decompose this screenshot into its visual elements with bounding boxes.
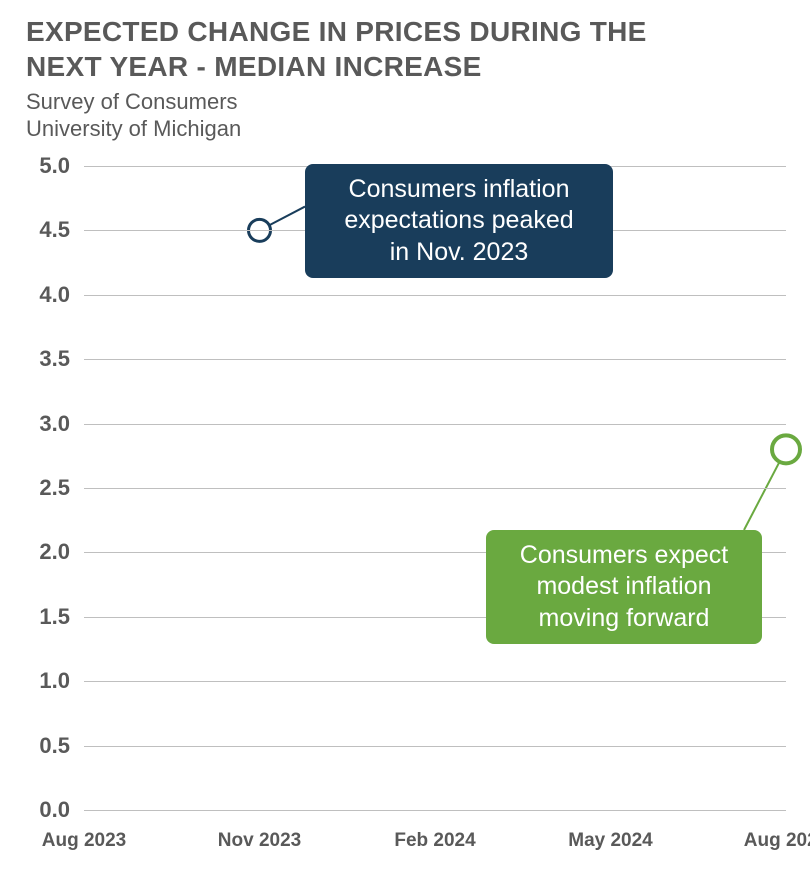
marker-latest <box>772 435 800 463</box>
gridline <box>84 424 786 425</box>
y-tick-label: 4.0 <box>39 282 70 308</box>
y-tick-label: 5.0 <box>39 153 70 179</box>
gridline <box>84 810 786 811</box>
gridline <box>84 359 786 360</box>
gridline <box>84 295 786 296</box>
gridline <box>84 681 786 682</box>
y-tick-label: 2.5 <box>39 475 70 501</box>
gridline <box>84 746 786 747</box>
x-tick-label: Nov 2023 <box>218 830 301 852</box>
page: EXPECTED CHANGE IN PRICES DURING THE NEX… <box>0 0 810 883</box>
x-tick-label: May 2024 <box>568 830 653 852</box>
chart-subtitle-line1: Survey of Consumers <box>26 88 238 116</box>
leader-peak_note <box>269 207 305 226</box>
chart-title-line2: NEXT YEAR - MEDIAN INCREASE <box>26 51 482 82</box>
annotation-peak_note: Consumers inflationexpectations peakedin… <box>305 164 613 278</box>
y-tick-label: 4.5 <box>39 217 70 243</box>
gridline <box>84 488 786 489</box>
y-tick-label: 0.5 <box>39 733 70 759</box>
chart-subtitle-line2: University of Michigan <box>26 115 241 143</box>
y-tick-label: 3.0 <box>39 411 70 437</box>
y-tick-label: 3.5 <box>39 346 70 372</box>
x-tick-label: Feb 2024 <box>394 830 475 852</box>
y-tick-label: 1.5 <box>39 604 70 630</box>
y-tick-label: 2.0 <box>39 539 70 565</box>
chart-title-line1: EXPECTED CHANGE IN PRICES DURING THE <box>26 16 647 47</box>
chart-title: EXPECTED CHANGE IN PRICES DURING THE NEX… <box>26 14 647 84</box>
x-tick-label: Aug 2024 <box>744 830 810 852</box>
leader-latest_note <box>744 462 780 530</box>
annotation-latest_note: Consumers expectmodest inflationmoving f… <box>486 530 762 644</box>
x-tick-label: Aug 2023 <box>42 830 126 852</box>
y-tick-label: 1.0 <box>39 668 70 694</box>
y-tick-label: 0.0 <box>39 797 70 823</box>
chart-area: 5.04.54.03.53.02.52.01.51.00.50.0Aug 202… <box>26 158 786 858</box>
